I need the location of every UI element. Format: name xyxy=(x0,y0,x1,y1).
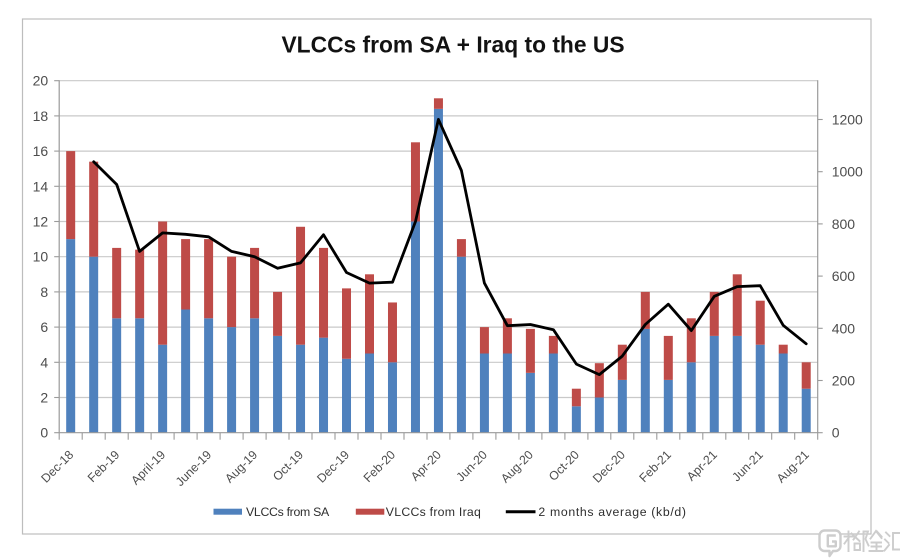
svg-text:16: 16 xyxy=(33,143,49,159)
svg-text:400: 400 xyxy=(832,320,856,336)
svg-text:600: 600 xyxy=(832,268,856,284)
svg-text:200: 200 xyxy=(832,373,856,389)
svg-text:6: 6 xyxy=(40,319,48,335)
svg-text:1000: 1000 xyxy=(832,164,863,180)
svg-text:4: 4 xyxy=(40,354,48,370)
svg-text:0: 0 xyxy=(832,425,840,441)
svg-text:2: 2 xyxy=(40,390,48,406)
svg-text:0: 0 xyxy=(40,425,48,441)
svg-text:2 months average (kb/d): 2 months average (kb/d) xyxy=(538,505,686,519)
svg-text:14: 14 xyxy=(33,178,49,194)
svg-text:20: 20 xyxy=(33,73,49,89)
svg-text:VLCCs from SA + Iraq to the US: VLCCs from SA + Iraq to the US xyxy=(281,32,624,58)
svg-text:10: 10 xyxy=(33,249,49,265)
svg-text:18: 18 xyxy=(33,108,49,124)
svg-text:12: 12 xyxy=(33,214,49,230)
svg-text:VLCCs from SA: VLCCs from SA xyxy=(246,505,330,519)
svg-text:VLCCs from Iraq: VLCCs from Iraq xyxy=(386,505,481,519)
svg-text:8: 8 xyxy=(40,284,48,300)
svg-text:800: 800 xyxy=(832,216,856,232)
svg-text:1200: 1200 xyxy=(832,112,863,128)
